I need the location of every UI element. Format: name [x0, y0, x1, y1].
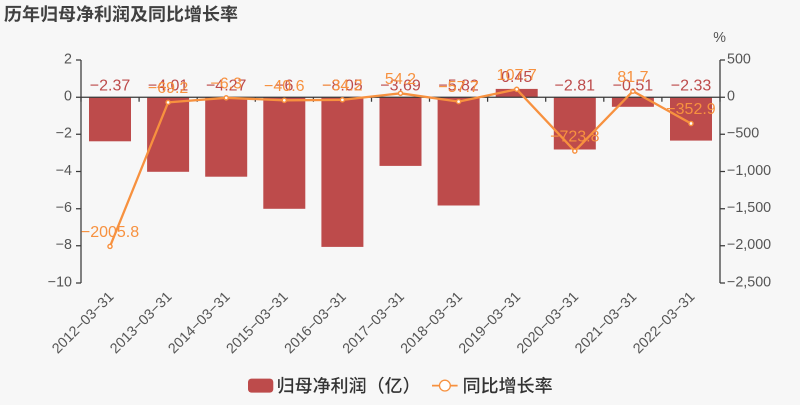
svg-text:−40.6: −40.6	[264, 78, 305, 95]
svg-text:−4: −4	[56, 163, 72, 179]
svg-text:−2005.8: −2005.8	[81, 224, 139, 241]
svg-text:−8.05: −8.05	[322, 78, 363, 95]
svg-text:−0.51: −0.51	[613, 78, 654, 95]
svg-text:−4.27: −4.27	[206, 78, 247, 95]
svg-text:−6.3: −6.3	[210, 75, 242, 92]
svg-text:500: 500	[727, 51, 751, 67]
svg-text:−6: −6	[56, 200, 72, 216]
svg-text:0.45: 0.45	[501, 69, 532, 86]
svg-text:0: 0	[64, 89, 72, 105]
svg-text:107.7: 107.7	[497, 67, 537, 84]
svg-text:54.2: 54.2	[385, 71, 416, 88]
svg-text:−2.81: −2.81	[555, 78, 596, 95]
svg-text:−57.7: −57.7	[438, 79, 479, 96]
svg-text:−69.2: −69.2	[148, 80, 189, 97]
svg-text:2: 2	[64, 51, 72, 67]
svg-text:−6: −6	[275, 78, 293, 95]
svg-text:%: %	[713, 30, 726, 46]
svg-text:−8: −8	[56, 237, 72, 253]
svg-text:−352.9: −352.9	[666, 101, 715, 118]
svg-text:−1,500: −1,500	[727, 200, 771, 216]
svg-text:0: 0	[727, 89, 735, 105]
svg-text:−34.2: −34.2	[322, 77, 363, 94]
svg-text:−3.69: −3.69	[380, 78, 421, 95]
svg-text:−1,000: −1,000	[727, 163, 771, 179]
svg-text:−2: −2	[56, 126, 72, 142]
svg-text:−2.37: −2.37	[90, 78, 131, 95]
svg-text:−2,000: −2,000	[727, 237, 771, 253]
svg-text:−5.82: −5.82	[438, 78, 479, 95]
svg-text:81.7: 81.7	[617, 69, 648, 86]
svg-text:−4.01: −4.01	[148, 78, 189, 95]
svg-text:−2.33: −2.33	[671, 78, 712, 95]
svg-text:−723.8: −723.8	[550, 129, 599, 146]
svg-text:−500: −500	[727, 126, 759, 142]
svg-text:−10: −10	[48, 274, 72, 290]
svg-text:−2,500: −2,500	[727, 274, 771, 290]
